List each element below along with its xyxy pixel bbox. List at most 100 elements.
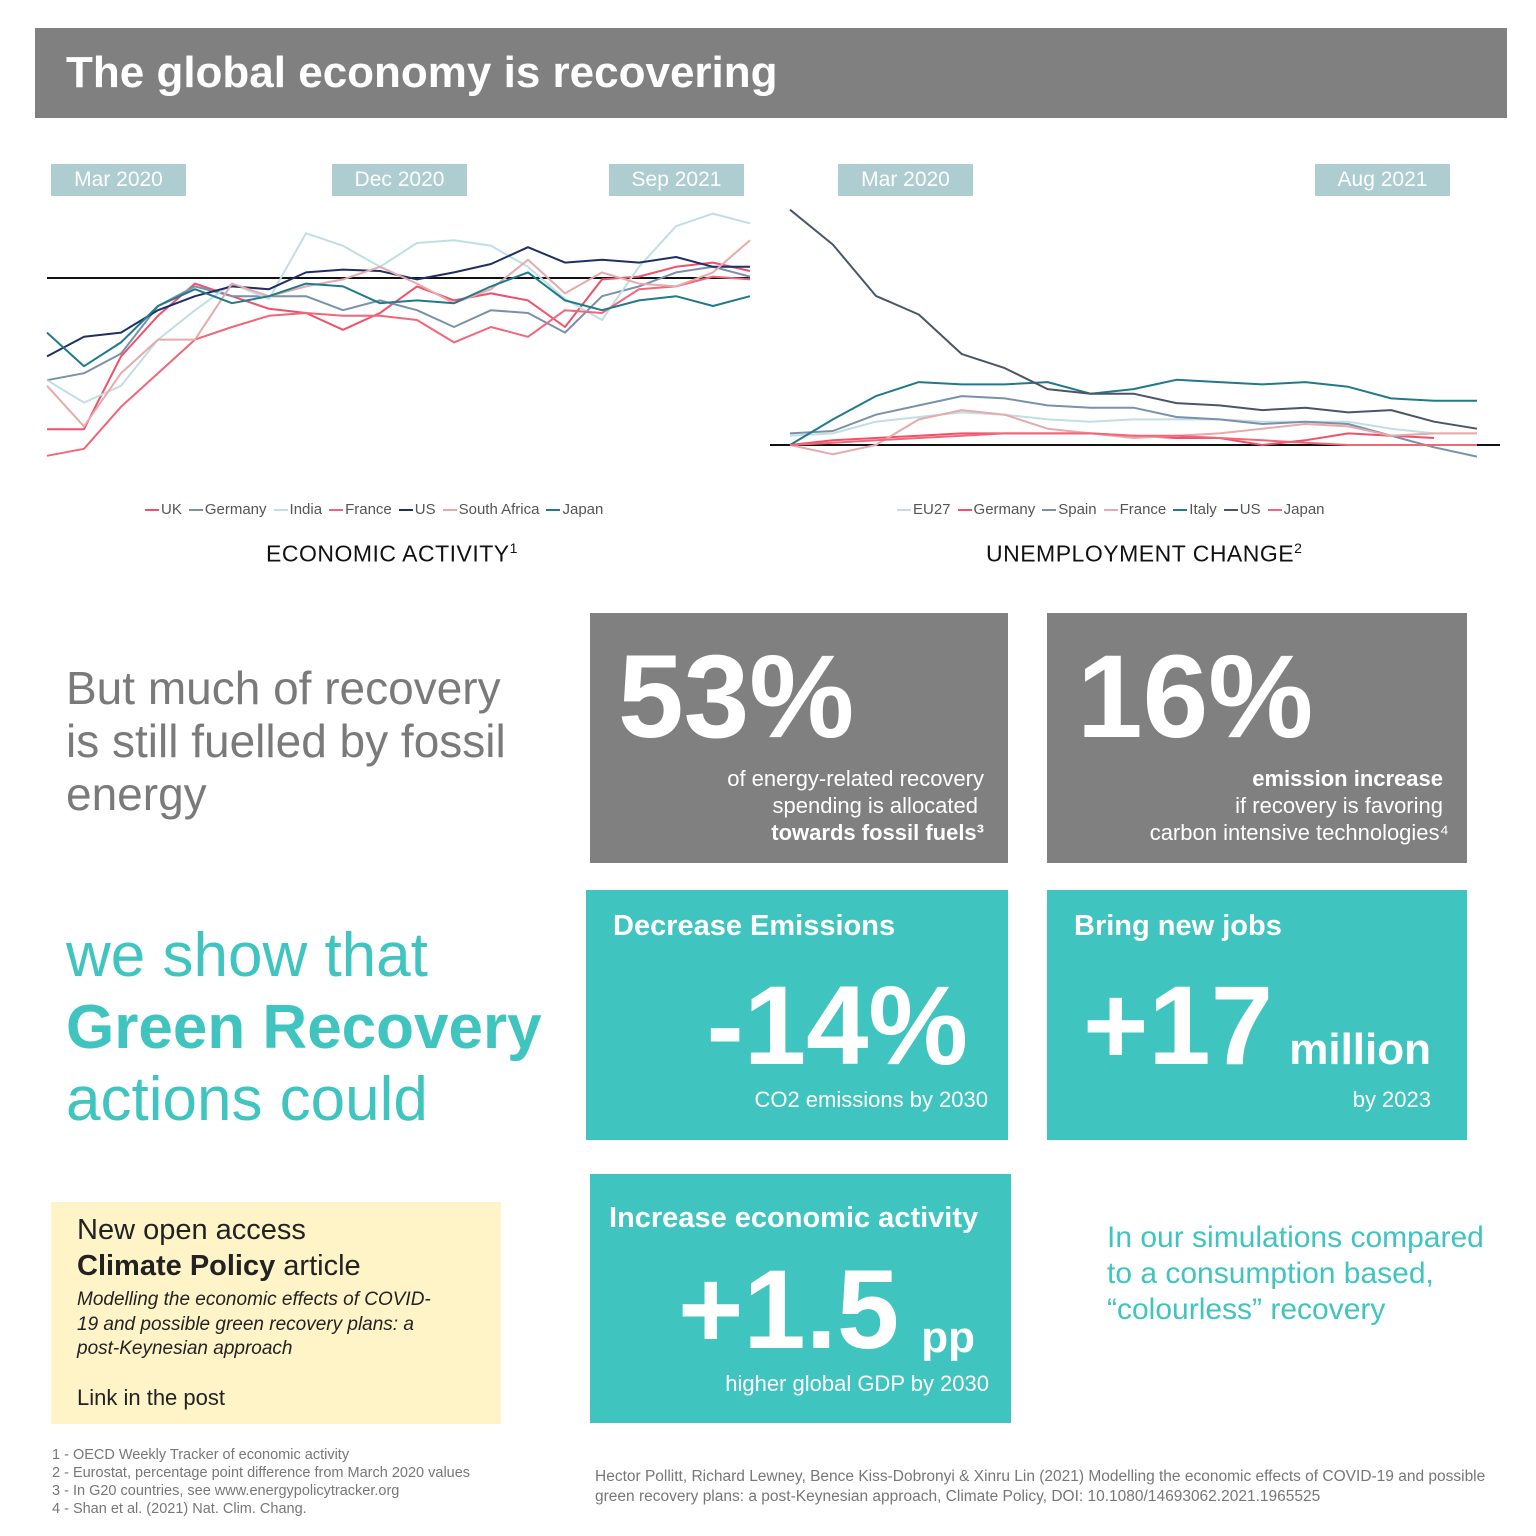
green-recovery-bold: Green Recovery — [66, 993, 542, 1062]
legend-swatch — [442, 509, 457, 512]
unemployment-chart — [770, 208, 1500, 458]
economic-activity-legend: UK Germany India France US South Africa Japan — [145, 501, 610, 518]
header-banner: The global economy is recovering — [35, 28, 1507, 118]
legend-swatch — [1267, 509, 1282, 512]
footnote-ref: ³ — [976, 820, 984, 845]
caption-line: of energy-related recovery — [727, 766, 984, 791]
legend-label: Italy — [1189, 501, 1217, 518]
stat-unit: pp — [921, 1313, 975, 1362]
series-line-eu27 — [789, 411, 1477, 437]
citation: Hector Pollitt, Richard Lewney, Bence Ki… — [595, 1468, 1486, 1505]
stat-value: +1.5 — [678, 1247, 900, 1372]
date-label: Mar 2020 — [51, 164, 186, 196]
stat-value: 53% — [618, 631, 855, 763]
date-label: Aug 2021 — [1315, 164, 1450, 196]
unemployment-legend: EU27 Germany Spain France Italy US Japan — [897, 501, 1332, 518]
stat-economic-activity: Increase economic activity +1.5 pp highe… — [590, 1174, 1011, 1423]
legend-label: US — [1239, 501, 1261, 518]
stat-value: +17 — [1083, 963, 1273, 1088]
series-line-spain — [789, 395, 1478, 458]
footnote: 1 - OECD Weekly Tracker of economic acti… — [52, 1447, 350, 1463]
footnote: 3 - In G20 countries, see www.energypoli… — [52, 1483, 400, 1499]
series-line-us — [789, 208, 1478, 430]
legend-label: Germany — [204, 501, 267, 518]
legend-swatch — [145, 509, 159, 512]
simulation-note: In our simulations compared to a consump… — [1107, 1221, 1484, 1326]
legend-item: Italy — [1173, 501, 1217, 518]
economic-activity-chart — [46, 212, 751, 457]
legend-item: Spain — [1042, 501, 1097, 518]
legend-item: France — [329, 501, 392, 518]
legend-item: Japan — [546, 501, 603, 518]
footnote-ref: 2 — [1294, 540, 1303, 556]
stat-caption: higher global GDP by 2030 — [725, 1371, 989, 1396]
legend-item: US — [398, 501, 436, 518]
legend-label: UK — [161, 501, 182, 518]
legend-label: Japan — [562, 501, 604, 518]
legend-swatch — [329, 509, 344, 512]
green-line: actions could — [66, 1065, 428, 1134]
article-title: Modelling the economic effects of COVID-… — [77, 1289, 431, 1359]
stat-caption: CO2 emissions by 2030 — [754, 1087, 988, 1112]
chart-title-text: UNEMPLOYMENT CHANGE — [986, 540, 1295, 567]
legend-swatch — [957, 509, 972, 512]
legend-label: South Africa — [458, 501, 540, 518]
legend-label: India — [289, 501, 323, 518]
series-line-japan — [789, 432, 1477, 446]
fossil-question: But much of recovery is still fuelled by… — [66, 662, 506, 820]
caption-line: carbon intensive technologies — [1149, 820, 1440, 845]
legend-swatch — [1103, 509, 1118, 512]
series-line-italy — [789, 378, 1477, 446]
legend-label: Japan — [1283, 501, 1325, 518]
footnote: 2 - Eurostat, percentage point differenc… — [52, 1465, 471, 1481]
legend-item: India — [273, 501, 323, 518]
legend-label: US — [414, 501, 436, 518]
legend-item: France — [1103, 501, 1167, 518]
stat-fossil-share: 53% of energy-related recovery spending … — [590, 613, 1008, 863]
green-recovery-statement: we show that Green Recovery actions coul… — [66, 920, 566, 1136]
chart-title-unemployment: UNEMPLOYMENT CHANGE2 — [986, 540, 1302, 568]
footnote-ref: ⁴ — [1439, 820, 1449, 845]
caption-line: if recovery is favoring — [1235, 793, 1443, 818]
stat-title: Bring new jobs — [1074, 910, 1282, 942]
legend-swatch — [1223, 509, 1238, 512]
legend-swatch — [188, 509, 203, 512]
chart-title-economic-activity: ECONOMIC ACTIVITY1 — [266, 540, 518, 568]
legend-item: Germany — [957, 501, 1036, 518]
footnote-ref: 1 — [509, 540, 518, 556]
page-title: The global economy is recovering — [66, 48, 778, 97]
legend-item: Japan — [1267, 501, 1325, 518]
series-line-france — [46, 275, 751, 457]
series-line-france — [789, 409, 1477, 456]
legend-item: EU27 — [897, 501, 951, 518]
journal-name: Climate Policy — [77, 1250, 276, 1282]
stat-value: -14% — [706, 963, 968, 1088]
caption-line: spending is allocated — [772, 793, 978, 818]
footnote: 4 - Shan et al. (2021) Nat. Clim. Chang. — [52, 1501, 307, 1517]
date-label: Sep 2021 — [609, 164, 744, 196]
legend-label: Spain — [1058, 501, 1097, 518]
legend-label: France — [1119, 501, 1167, 518]
legend-swatch — [1042, 509, 1057, 512]
green-line: we show that — [66, 921, 428, 990]
stat-value: 16% — [1077, 631, 1314, 763]
series-line-japan — [46, 271, 751, 368]
legend-swatch — [273, 509, 288, 512]
stat-emission-increase: 16% emission increase if recovery is fav… — [1047, 613, 1467, 863]
article-line: article — [275, 1250, 361, 1282]
legend-item: Germany — [188, 501, 267, 518]
stat-title: Decrease Emissions — [613, 910, 896, 942]
legend-swatch — [897, 509, 911, 512]
caption-bold: emission increase — [1252, 766, 1443, 791]
chart-title-text: ECONOMIC ACTIVITY — [266, 540, 510, 567]
legend-label: Germany — [973, 501, 1036, 518]
article-link-note: Link in the post — [77, 1385, 225, 1410]
date-label: Dec 2020 — [332, 164, 467, 196]
stat-new-jobs: Bring new jobs +17 million by 2023 — [1047, 890, 1467, 1140]
legend-swatch — [546, 509, 561, 512]
footnotes: 1 - OECD Weekly Tracker of economic acti… — [52, 1446, 470, 1518]
stat-caption: of energy-related recovery spending is a… — [604, 765, 984, 846]
legend-item: US — [1223, 501, 1261, 518]
legend-swatch — [398, 509, 413, 512]
legend-label: EU27 — [913, 501, 951, 518]
